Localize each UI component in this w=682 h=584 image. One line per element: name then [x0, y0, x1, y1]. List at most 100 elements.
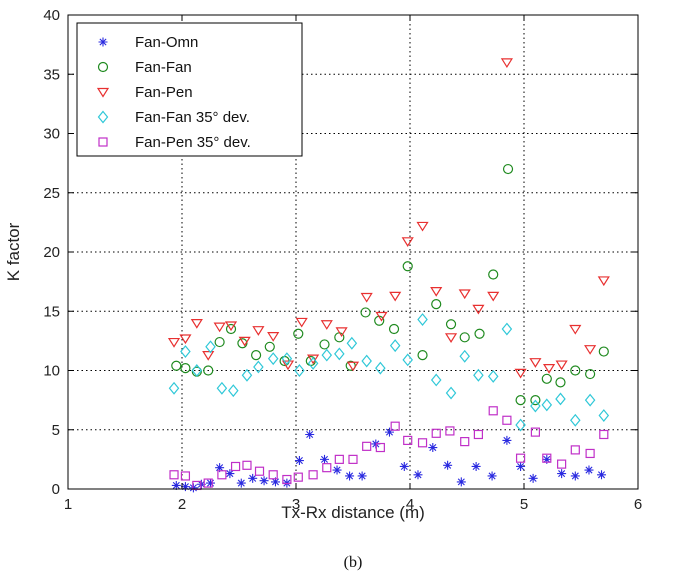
legend-marker [98, 137, 108, 147]
data-point [167, 337, 181, 348]
data-point [473, 429, 483, 440]
data-point [488, 269, 499, 280]
data-point [282, 474, 292, 485]
data-point [360, 307, 371, 318]
data-point [443, 460, 453, 470]
data-point [389, 291, 402, 302]
data-point [557, 469, 567, 479]
series-fan-pen [167, 58, 610, 379]
data-point [487, 471, 497, 481]
x-tick-label: 6 [634, 496, 642, 513]
legend-label: Fan-Pen [135, 84, 193, 101]
data-point [530, 395, 541, 406]
data-point [502, 435, 512, 445]
data-point [542, 364, 556, 374]
data-point [570, 471, 580, 481]
data-point [357, 471, 367, 481]
data-point [270, 477, 280, 487]
y-tick-label: 30 [43, 126, 60, 143]
data-point [430, 287, 443, 297]
data-point [335, 327, 348, 338]
data-point [458, 289, 471, 300]
data-point [417, 349, 428, 361]
data-point [346, 336, 358, 350]
data-point [474, 328, 485, 339]
y-tick-label: 10 [43, 363, 60, 380]
data-point [215, 463, 225, 473]
data-point [472, 304, 485, 315]
data-point [361, 354, 372, 368]
data-point [293, 328, 304, 339]
data-point [515, 395, 526, 406]
data-point [471, 461, 481, 471]
data-point [319, 339, 330, 350]
data-point [171, 480, 181, 490]
data-point [345, 471, 355, 481]
data-point [217, 470, 227, 480]
y-tick-labels: 0 5 10 15 20 25 30 35 40 [43, 7, 60, 498]
data-point [334, 454, 344, 464]
x-tick-label: 1 [64, 496, 72, 513]
data-point [259, 476, 269, 486]
data-point [401, 237, 414, 247]
data-point [460, 437, 470, 447]
data-point [459, 349, 470, 363]
data-point [417, 438, 428, 448]
data-point [375, 442, 385, 453]
data-point [322, 463, 332, 473]
figure-caption: (b) [344, 554, 363, 571]
data-point [191, 364, 203, 377]
data-point [500, 58, 513, 69]
data-point [488, 406, 498, 416]
axis-ticks [67, 14, 639, 490]
data-point [445, 386, 457, 400]
data-point [205, 340, 216, 354]
y-tick-label: 35 [43, 66, 60, 83]
legend-item: Fan-Fan [97, 59, 192, 76]
data-point [530, 399, 541, 413]
data-point [445, 319, 457, 330]
data-point [528, 473, 538, 483]
data-point [202, 350, 215, 361]
data-point [514, 368, 527, 379]
data-point [293, 472, 303, 482]
legend-marker [97, 61, 109, 73]
data-point [375, 311, 388, 322]
y-tick-label: 40 [43, 7, 60, 24]
data-point [557, 459, 567, 469]
data-point [431, 428, 441, 438]
data-point [169, 470, 179, 480]
legend-marker [98, 37, 108, 47]
data-point [570, 365, 581, 376]
data-point [180, 345, 191, 358]
data-point [203, 478, 213, 488]
legend-item: Fan-Pen 35° dev. [98, 134, 251, 151]
data-point [597, 276, 610, 287]
data-point [307, 354, 320, 365]
data-point [362, 441, 372, 451]
data-point [390, 421, 400, 431]
data-point [459, 332, 470, 343]
data-point [294, 456, 304, 466]
data-point [253, 360, 264, 374]
data-point [168, 381, 180, 395]
data-point [230, 461, 241, 472]
data-point [237, 338, 248, 349]
x-tick-label: 2 [178, 496, 186, 513]
data-point [501, 322, 513, 336]
legend-label: Fan-Omn [135, 34, 198, 51]
y-tick-label: 0 [52, 481, 60, 498]
data-point [428, 443, 438, 453]
data-point [599, 429, 609, 440]
data-point [190, 319, 203, 329]
data-point [295, 317, 308, 328]
data-point [584, 393, 596, 407]
data-point [542, 454, 552, 464]
data-point [228, 384, 239, 398]
legend-item: Fan-Pen [96, 84, 193, 101]
legend-item: Fan-Fan 35° dev. [97, 109, 250, 126]
legend-marker [97, 110, 109, 124]
data-point [598, 346, 609, 357]
data-point [502, 415, 512, 425]
